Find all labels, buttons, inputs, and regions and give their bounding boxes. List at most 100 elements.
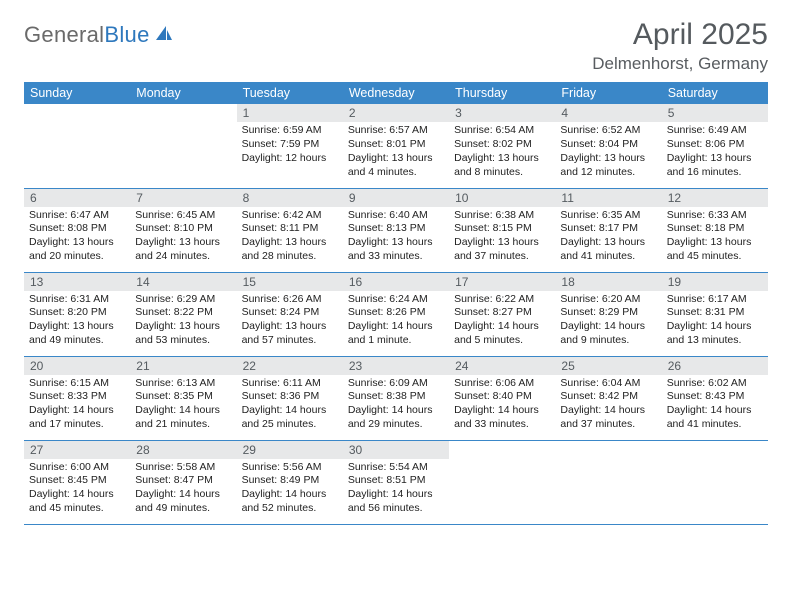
day-number: 5	[662, 104, 768, 122]
sunrise-line: Sunrise: 6:15 AM	[29, 377, 125, 391]
day-body: Sunrise: 6:26 AMSunset: 8:24 PMDaylight:…	[237, 291, 343, 351]
daylight-line: Daylight: 13 hours and 20 minutes.	[29, 236, 125, 264]
day-body: Sunrise: 6:04 AMSunset: 8:42 PMDaylight:…	[555, 375, 661, 435]
weekday-monday: Monday	[130, 82, 236, 104]
sunset-line: Sunset: 8:11 PM	[242, 222, 338, 236]
sunset-line: Sunset: 8:38 PM	[348, 390, 444, 404]
sunset-line: Sunset: 8:02 PM	[454, 138, 550, 152]
logo-text-part2: Blue	[104, 22, 149, 47]
weekday-friday: Friday	[555, 82, 661, 104]
sunset-line: Sunset: 8:33 PM	[29, 390, 125, 404]
calendar-cell: 18Sunrise: 6:20 AMSunset: 8:29 PMDayligh…	[555, 272, 661, 356]
calendar-cell: 4Sunrise: 6:52 AMSunset: 8:04 PMDaylight…	[555, 104, 661, 188]
day-body: Sunrise: 6:52 AMSunset: 8:04 PMDaylight:…	[555, 122, 661, 182]
calendar-cell	[662, 440, 768, 524]
day-body: Sunrise: 6:29 AMSunset: 8:22 PMDaylight:…	[130, 291, 236, 351]
daylight-line: Daylight: 12 hours	[242, 152, 338, 166]
weekday-thursday: Thursday	[449, 82, 555, 104]
sunrise-line: Sunrise: 6:29 AM	[135, 293, 231, 307]
day-body: Sunrise: 6:42 AMSunset: 8:11 PMDaylight:…	[237, 207, 343, 267]
weekday-saturday: Saturday	[662, 82, 768, 104]
sunrise-line: Sunrise: 6:17 AM	[667, 293, 763, 307]
day-number: 1	[237, 104, 343, 122]
calendar-table: Sunday Monday Tuesday Wednesday Thursday…	[24, 82, 768, 525]
weekday-sunday: Sunday	[24, 82, 130, 104]
sunrise-line: Sunrise: 6:49 AM	[667, 124, 763, 138]
daylight-line: Daylight: 13 hours and 53 minutes.	[135, 320, 231, 348]
daylight-line: Daylight: 13 hours and 4 minutes.	[348, 152, 444, 180]
daylight-line: Daylight: 13 hours and 8 minutes.	[454, 152, 550, 180]
weekday-row: Sunday Monday Tuesday Wednesday Thursday…	[24, 82, 768, 104]
calendar-cell	[130, 104, 236, 188]
sunset-line: Sunset: 8:35 PM	[135, 390, 231, 404]
calendar-cell	[555, 440, 661, 524]
sunset-line: Sunset: 8:08 PM	[29, 222, 125, 236]
logo: GeneralBlue	[24, 22, 174, 48]
day-body: Sunrise: 5:54 AMSunset: 8:51 PMDaylight:…	[343, 459, 449, 519]
calendar-week: 13Sunrise: 6:31 AMSunset: 8:20 PMDayligh…	[24, 272, 768, 356]
daylight-line: Daylight: 14 hours and 9 minutes.	[560, 320, 656, 348]
sunset-line: Sunset: 8:13 PM	[348, 222, 444, 236]
weekday-wednesday: Wednesday	[343, 82, 449, 104]
day-number: 24	[449, 357, 555, 375]
daylight-line: Daylight: 13 hours and 45 minutes.	[667, 236, 763, 264]
sunset-line: Sunset: 8:17 PM	[560, 222, 656, 236]
sunrise-line: Sunrise: 6:06 AM	[454, 377, 550, 391]
daylight-line: Daylight: 13 hours and 12 minutes.	[560, 152, 656, 180]
calendar-cell: 13Sunrise: 6:31 AMSunset: 8:20 PMDayligh…	[24, 272, 130, 356]
sunset-line: Sunset: 8:42 PM	[560, 390, 656, 404]
sunrise-line: Sunrise: 6:52 AM	[560, 124, 656, 138]
day-body: Sunrise: 6:49 AMSunset: 8:06 PMDaylight:…	[662, 122, 768, 182]
sunrise-line: Sunrise: 6:00 AM	[29, 461, 125, 475]
day-number: 10	[449, 189, 555, 207]
sunrise-line: Sunrise: 6:31 AM	[29, 293, 125, 307]
day-number: 21	[130, 357, 236, 375]
sunrise-line: Sunrise: 6:02 AM	[667, 377, 763, 391]
sunrise-line: Sunrise: 6:20 AM	[560, 293, 656, 307]
calendar-cell: 24Sunrise: 6:06 AMSunset: 8:40 PMDayligh…	[449, 356, 555, 440]
day-body: Sunrise: 6:57 AMSunset: 8:01 PMDaylight:…	[343, 122, 449, 182]
calendar-cell: 20Sunrise: 6:15 AMSunset: 8:33 PMDayligh…	[24, 356, 130, 440]
day-body: Sunrise: 6:02 AMSunset: 8:43 PMDaylight:…	[662, 375, 768, 435]
day-number: 25	[555, 357, 661, 375]
daylight-line: Daylight: 14 hours and 25 minutes.	[242, 404, 338, 432]
calendar-cell: 3Sunrise: 6:54 AMSunset: 8:02 PMDaylight…	[449, 104, 555, 188]
calendar-cell: 23Sunrise: 6:09 AMSunset: 8:38 PMDayligh…	[343, 356, 449, 440]
day-body: Sunrise: 6:22 AMSunset: 8:27 PMDaylight:…	[449, 291, 555, 351]
sunset-line: Sunset: 8:10 PM	[135, 222, 231, 236]
day-number: 19	[662, 273, 768, 291]
day-body: Sunrise: 6:38 AMSunset: 8:15 PMDaylight:…	[449, 207, 555, 267]
day-body: Sunrise: 6:54 AMSunset: 8:02 PMDaylight:…	[449, 122, 555, 182]
day-number: 11	[555, 189, 661, 207]
calendar-body: 1Sunrise: 6:59 AMSunset: 7:59 PMDaylight…	[24, 104, 768, 524]
calendar-cell: 28Sunrise: 5:58 AMSunset: 8:47 PMDayligh…	[130, 440, 236, 524]
sunrise-line: Sunrise: 6:13 AM	[135, 377, 231, 391]
daylight-line: Daylight: 14 hours and 37 minutes.	[560, 404, 656, 432]
calendar-week: 27Sunrise: 6:00 AMSunset: 8:45 PMDayligh…	[24, 440, 768, 524]
sail-icon	[154, 24, 174, 47]
sunset-line: Sunset: 8:40 PM	[454, 390, 550, 404]
day-body: Sunrise: 6:09 AMSunset: 8:38 PMDaylight:…	[343, 375, 449, 435]
sunrise-line: Sunrise: 6:22 AM	[454, 293, 550, 307]
sunset-line: Sunset: 8:24 PM	[242, 306, 338, 320]
sunset-line: Sunset: 8:51 PM	[348, 474, 444, 488]
logo-text-part1: General	[24, 22, 104, 47]
day-number: 3	[449, 104, 555, 122]
sunset-line: Sunset: 8:20 PM	[29, 306, 125, 320]
sunrise-line: Sunrise: 6:45 AM	[135, 209, 231, 223]
sunrise-line: Sunrise: 6:54 AM	[454, 124, 550, 138]
sunrise-line: Sunrise: 6:04 AM	[560, 377, 656, 391]
day-body: Sunrise: 6:15 AMSunset: 8:33 PMDaylight:…	[24, 375, 130, 435]
daylight-line: Daylight: 14 hours and 49 minutes.	[135, 488, 231, 516]
sunrise-line: Sunrise: 5:58 AM	[135, 461, 231, 475]
calendar-page: GeneralBlue April 2025 Delmenhorst, Germ…	[0, 0, 792, 535]
day-number: 9	[343, 189, 449, 207]
daylight-line: Daylight: 14 hours and 5 minutes.	[454, 320, 550, 348]
day-number: 2	[343, 104, 449, 122]
sunset-line: Sunset: 8:49 PM	[242, 474, 338, 488]
title-block: April 2025 Delmenhorst, Germany	[592, 18, 768, 74]
daylight-line: Daylight: 14 hours and 52 minutes.	[242, 488, 338, 516]
calendar-cell: 19Sunrise: 6:17 AMSunset: 8:31 PMDayligh…	[662, 272, 768, 356]
day-number: 29	[237, 441, 343, 459]
sunrise-line: Sunrise: 5:56 AM	[242, 461, 338, 475]
